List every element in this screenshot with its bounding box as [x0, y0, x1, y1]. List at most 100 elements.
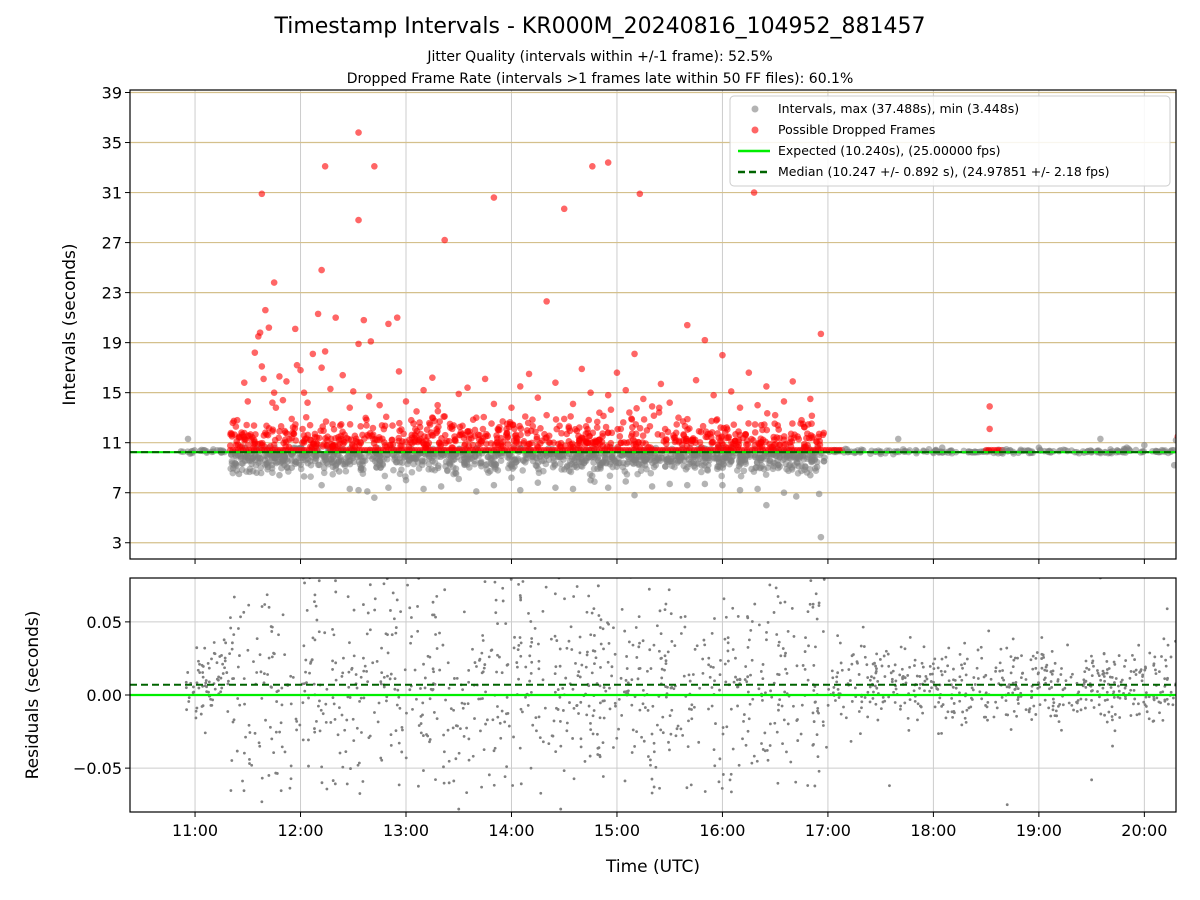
dropped-frame-point: [412, 425, 419, 433]
residual-point: [635, 730, 639, 734]
x-tick-label: 19:00: [1016, 821, 1062, 840]
interval-point: [581, 459, 588, 466]
residual-point: [204, 681, 208, 685]
interval-point: [666, 480, 674, 488]
residual-point: [976, 648, 980, 652]
residual-point: [928, 689, 932, 693]
residual-point: [967, 706, 971, 710]
x-tick-label: 11:00: [172, 821, 218, 840]
residual-point: [651, 704, 655, 708]
residual-point: [975, 666, 979, 670]
residual-point: [850, 700, 854, 703]
residual-point: [404, 756, 408, 760]
residual-point: [1005, 685, 1009, 689]
dropped-frame-point: [546, 439, 554, 446]
residual-point: [768, 722, 772, 726]
residual-point: [750, 620, 754, 623]
dropped-frame-point: [480, 413, 488, 421]
residual-point: [612, 746, 615, 749]
legend-median-label: Median (10.247 +/- 0.892 s), (24.97851 +…: [778, 164, 1109, 179]
residual-point: [389, 733, 393, 737]
residual-point: [932, 667, 936, 670]
residual-point: [689, 783, 693, 787]
residual-point: [998, 669, 1002, 673]
residual-point: [937, 700, 941, 704]
residual-point: [428, 655, 432, 659]
residual-point: [821, 724, 825, 727]
residual-point: [940, 704, 944, 708]
residual-point: [913, 664, 916, 667]
residual-point: [571, 737, 574, 740]
interval-point: [770, 462, 777, 470]
residual-point: [342, 656, 345, 660]
interval-point: [587, 476, 594, 484]
residual-point: [459, 727, 462, 731]
residual-point: [1171, 696, 1175, 700]
residual-point: [637, 645, 641, 649]
residual-point: [324, 720, 328, 724]
dropped-frame-point: [622, 386, 630, 394]
residual-point: [731, 648, 735, 651]
residual-point: [1005, 803, 1009, 807]
residual-point: [674, 734, 678, 738]
residual-point: [406, 583, 409, 587]
interval-point: [405, 457, 413, 465]
residual-point: [878, 658, 882, 661]
residual-point: [338, 751, 342, 755]
residual-point: [679, 727, 683, 731]
residual-point: [397, 741, 401, 745]
residual-point: [553, 592, 557, 596]
residual-point: [561, 686, 565, 690]
dropped-frame-point: [525, 370, 533, 378]
residual-point: [802, 575, 805, 578]
residual-point: [984, 715, 988, 719]
residual-point: [505, 712, 508, 716]
residual-point: [585, 653, 589, 657]
residual-point: [772, 611, 776, 614]
residual-point: [467, 737, 471, 741]
residual-point: [707, 663, 711, 667]
residual-point: [835, 675, 839, 679]
residual-point: [1112, 690, 1116, 694]
residual-point: [1007, 685, 1011, 689]
residual-point: [395, 598, 399, 602]
dropped-frame-point: [292, 437, 300, 444]
residual-point: [906, 716, 910, 720]
residual-point: [1111, 744, 1114, 748]
residual-point: [403, 668, 407, 672]
interval-point: [783, 465, 790, 473]
dropped-frame-point: [506, 420, 514, 428]
residual-point: [379, 682, 383, 686]
residual-point: [734, 656, 737, 660]
dropped-frame-point: [745, 369, 753, 376]
residual-point: [779, 654, 783, 658]
residual-point: [1129, 688, 1133, 692]
dropped-frame-point: [352, 437, 360, 445]
interval-point: [428, 454, 435, 462]
residual-point: [314, 604, 318, 608]
dropped-frame-point: [396, 419, 403, 427]
residual-point: [278, 730, 282, 734]
residual-point: [350, 666, 354, 670]
residual-point: [517, 677, 520, 681]
interval-point: [484, 453, 492, 461]
interval-point: [514, 457, 521, 464]
interval-point: [811, 465, 819, 472]
interval-point: [801, 463, 809, 470]
dropped-frame-point: [657, 380, 665, 388]
dropped-frame-point: [675, 414, 682, 421]
interval-point: [610, 455, 617, 463]
dropped-frame-point: [524, 429, 531, 437]
residual-point: [668, 714, 672, 718]
residual-point: [373, 711, 376, 714]
residual-point: [194, 709, 198, 713]
dropped-frame-point: [636, 190, 644, 198]
residual-point: [362, 603, 365, 606]
bottom-reference-lines: [130, 683, 1176, 697]
residual-point: [799, 732, 803, 736]
residual-point: [260, 776, 264, 780]
residual-point: [511, 784, 515, 787]
residual-point: [613, 701, 617, 705]
residual-point: [666, 650, 670, 654]
residual-point: [903, 676, 907, 680]
